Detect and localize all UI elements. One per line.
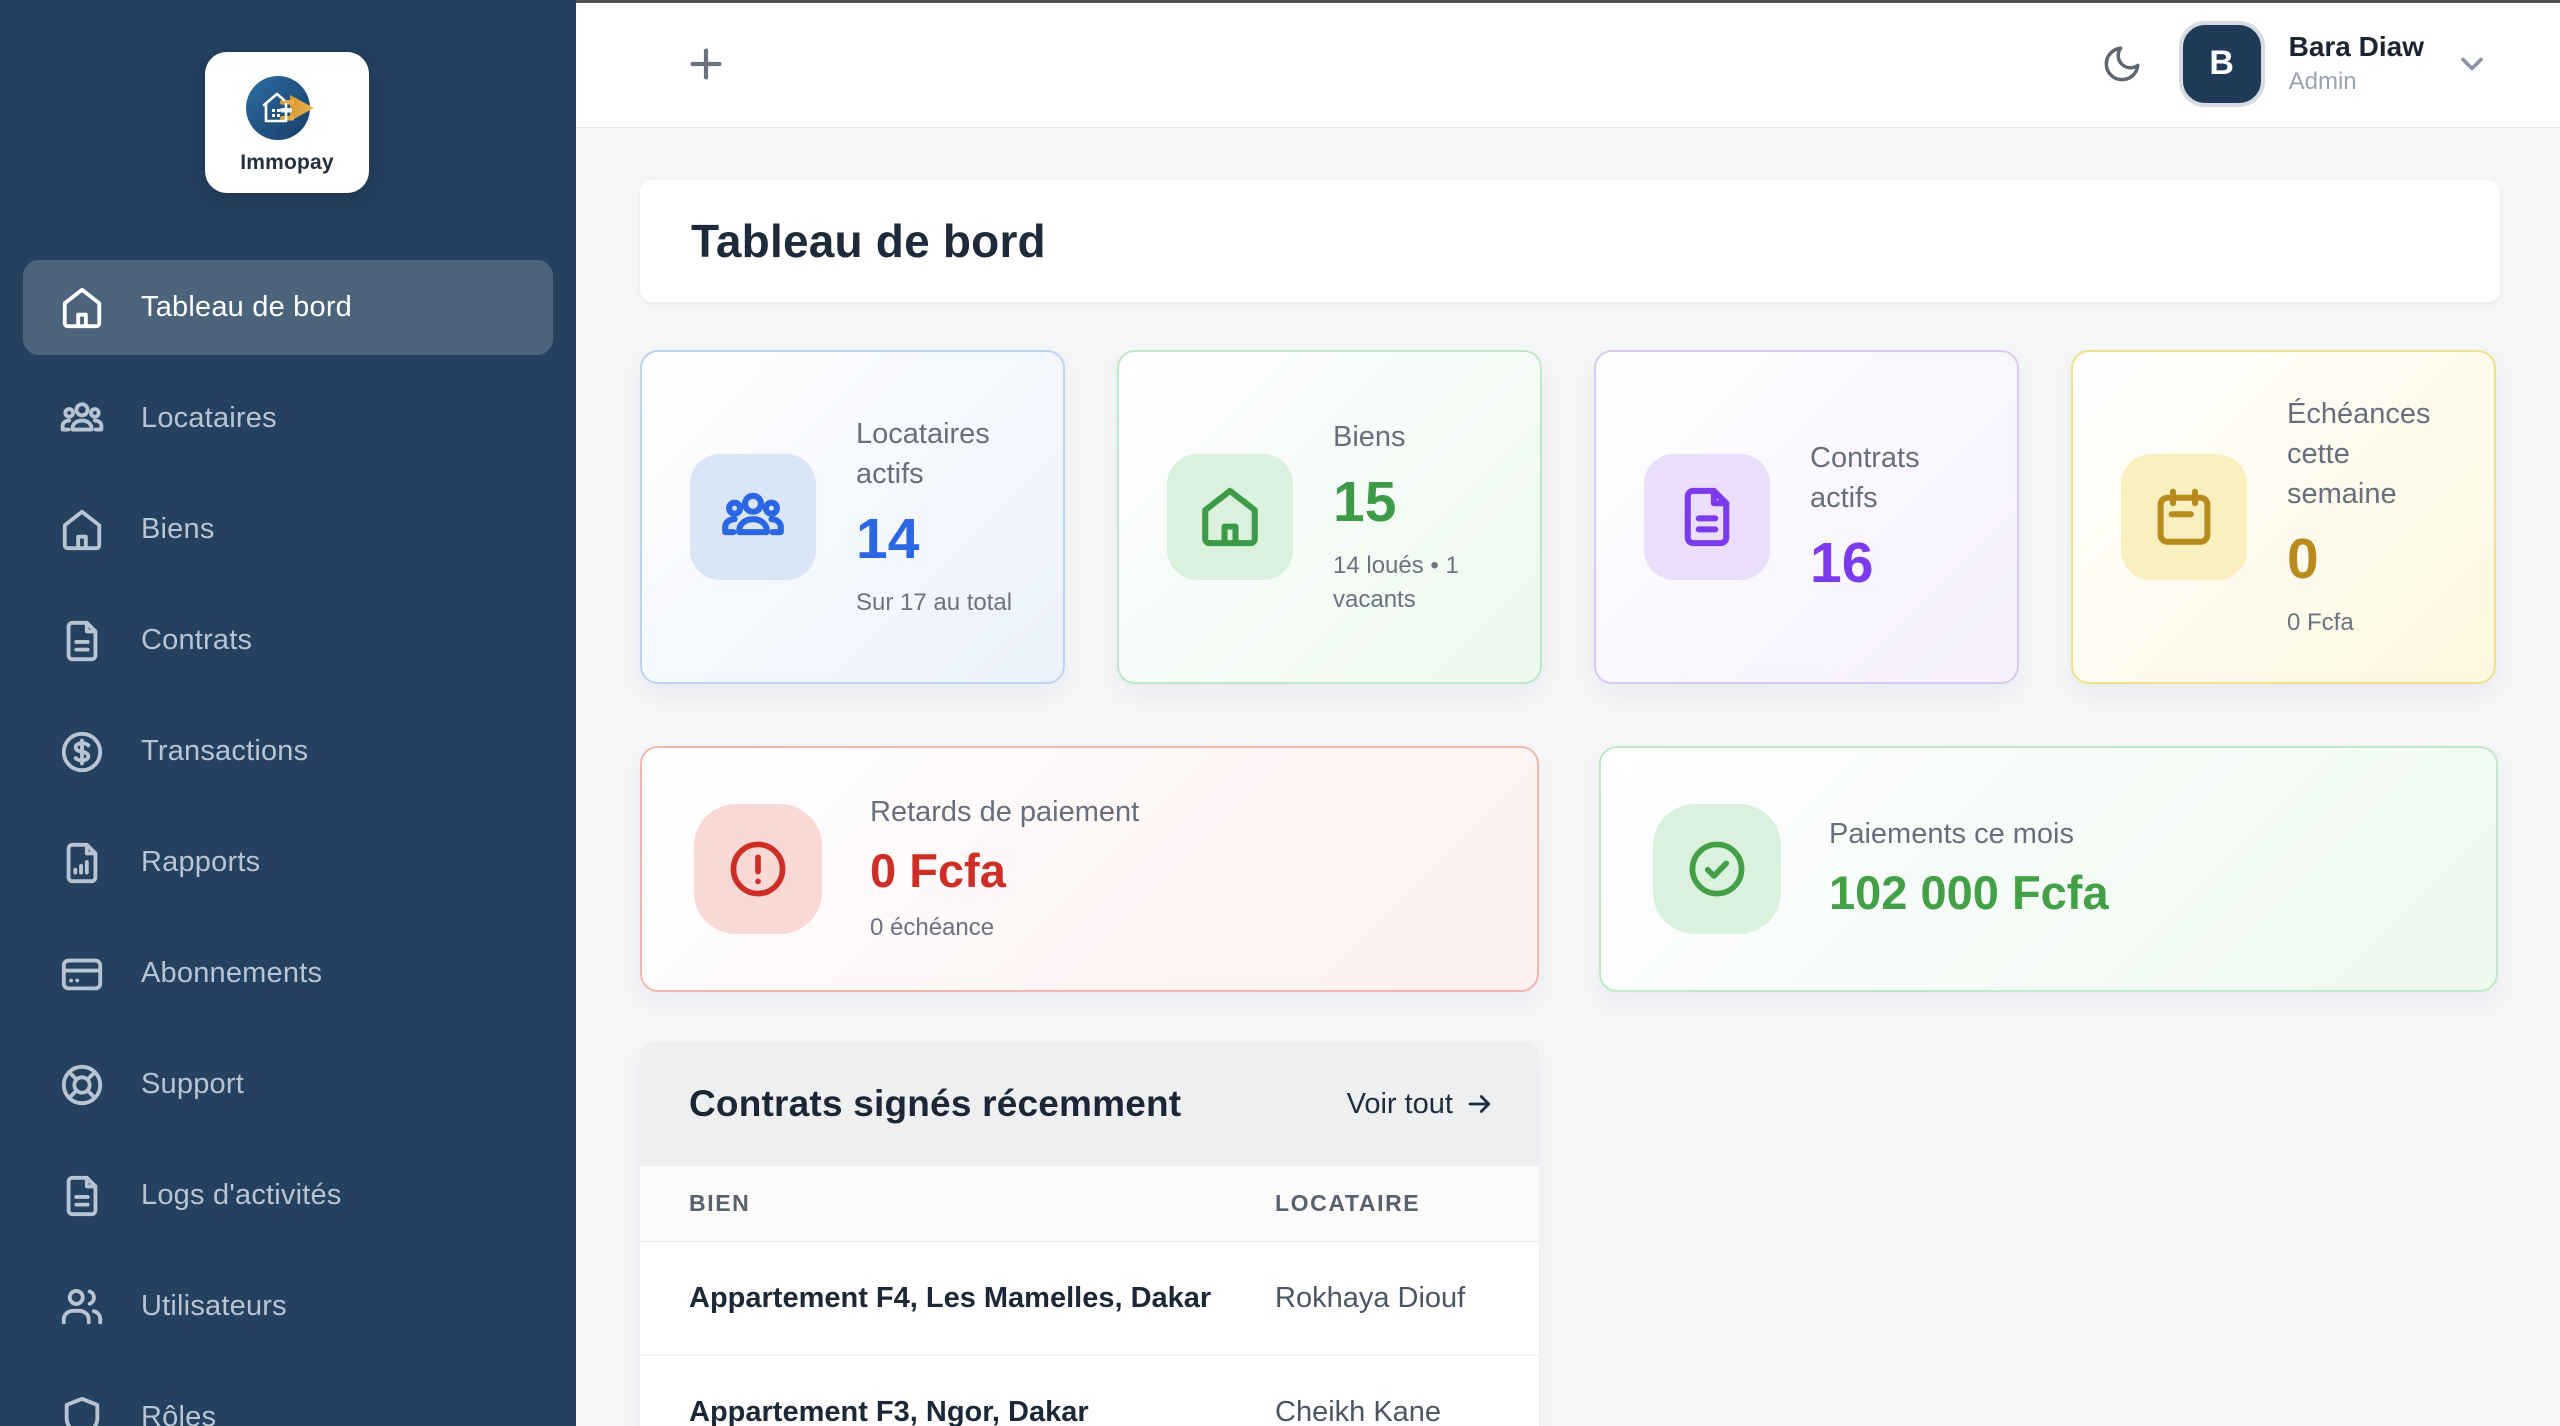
stat-subtitle: 14 loués • 1 vacants <box>1333 552 1459 613</box>
sidebar-item-label: Locataires <box>141 402 277 434</box>
user-role: Admin <box>2288 67 2357 95</box>
contracts-column-header: BIEN LOCATAIRE <box>640 1166 1539 1242</box>
contract-locataire: Rokhaya Diouf <box>1275 1282 1466 1314</box>
recent-contracts-title: Contrats signés récemment <box>689 1083 1182 1124</box>
sidebar-item-label: Utilisateurs <box>141 1290 287 1322</box>
sidebar-item-label: Rôles <box>141 1401 217 1426</box>
contract-locataire: Cheikh Kane <box>1275 1396 1442 1426</box>
home-outline-icon <box>59 507 105 553</box>
sidebar-item-logs-activites[interactable]: Logs d'activités <box>23 1148 553 1243</box>
stat-subtitle: 0 Fcfa <box>2287 609 2354 637</box>
contract-bien: Appartement F4, Les Mamelles, Dakar <box>689 1282 1212 1314</box>
user-menu[interactable]: B Bara Diaw Admin <box>2178 20 2490 107</box>
highlight-value: 0 Fcfa <box>870 844 1006 897</box>
highlight-card-paiements-mois: Paiements ce mois 102 000 Fcfa <box>1599 746 2498 992</box>
home-outline-icon <box>1167 454 1293 580</box>
life-buoy-icon <box>59 1062 105 1108</box>
page-title-card: Tableau de bord <box>640 180 2500 302</box>
sidebar-item-locataires[interactable]: Locataires <box>23 371 553 466</box>
contract-row[interactable]: Appartement F3, Ngor, Dakar Cheikh Kane <box>640 1356 1539 1426</box>
plus-icon <box>690 47 722 80</box>
sidebar: Immopay Tableau de bord Locataires Biens Co… <box>0 0 576 1426</box>
moon-icon <box>2104 46 2140 81</box>
sidebar-item-label: Tableau de bord <box>141 291 352 323</box>
view-all-label: Voir tout <box>1346 1087 1453 1120</box>
sidebar-item-biens[interactable]: Biens <box>23 482 553 577</box>
stat-subtitle: Sur 17 au total <box>856 589 1013 617</box>
column-bien: BIEN <box>689 1190 751 1216</box>
view-all-link[interactable]: Voir tout <box>1347 1088 1495 1121</box>
sidebar-item-label: Support <box>141 1068 244 1100</box>
highlight-value: 102 000 Fcfa <box>1829 866 2109 919</box>
stat-card-echeances-semaine: Échéances cette semaine 0 0 Fcfa <box>2071 350 2496 684</box>
file-text-icon <box>1644 454 1770 580</box>
sidebar-item-label: Contrats <box>141 624 253 656</box>
page-title: Tableau de bord <box>691 215 1046 267</box>
sidebar-item-transactions[interactable]: Transactions <box>23 704 553 799</box>
stat-card-contrats-actifs: Contrats actifs 16 <box>1594 350 2019 684</box>
recent-contracts-header: Contrats signés récemment Voir tout <box>640 1042 1539 1166</box>
chevron-down-icon[interactable] <box>2454 46 2490 82</box>
users-group-icon <box>59 396 105 442</box>
stat-value: 0 <box>2287 527 2319 592</box>
calendar-icon <box>2121 454 2247 580</box>
dollar-circle-icon <box>59 729 105 775</box>
credit-card-icon <box>59 951 105 997</box>
sidebar-item-label: Logs d'activités <box>141 1179 342 1211</box>
sidebar-item-label: Rapports <box>141 846 261 878</box>
avatar[interactable]: B <box>2178 20 2265 107</box>
sidebar-item-abonnements[interactable]: Abonnements <box>23 926 553 1021</box>
stat-title: Biens <box>1333 421 1406 454</box>
sidebar-item-label: Transactions <box>141 735 309 767</box>
column-locataire: LOCATAIRE <box>1275 1190 1421 1216</box>
recent-contracts-card: Contrats signés récemment Voir tout BIEN… <box>640 1042 1539 1426</box>
stat-value: 14 <box>856 507 920 572</box>
stat-card-biens: Biens 15 14 loués • 1 vacants <box>1117 350 1542 684</box>
file-chart-icon <box>59 840 105 886</box>
contracts-rows: Appartement F4, Les Mamelles, Dakar Rokha… <box>640 1242 1539 1426</box>
add-button[interactable] <box>680 38 732 90</box>
highlight-subtitle: 0 échéance <box>870 914 995 941</box>
stat-card-locataires-actifs: Locataires actifs 14 Sur 17 au total <box>640 350 1065 684</box>
highlight-title: Paiements ce mois <box>1829 818 2074 850</box>
users-group-icon <box>690 454 816 580</box>
app-logo[interactable]: Immopay <box>205 52 369 193</box>
file-text-icon <box>59 1173 105 1219</box>
sidebar-nav: Tableau de bord Locataires Biens Contrats Tr… <box>0 260 576 1426</box>
contract-row[interactable]: Appartement F4, Les Mamelles, Dakar Rokha… <box>640 1242 1539 1356</box>
file-text-icon <box>59 618 105 664</box>
sidebar-item-contrats[interactable]: Contrats <box>23 593 553 688</box>
stat-title: Locataires actifs <box>856 418 990 491</box>
shield-icon <box>59 1395 105 1426</box>
sidebar-item-roles[interactable]: Rôles <box>23 1370 553 1426</box>
sidebar-item-rapports[interactable]: Rapports <box>23 815 553 910</box>
dark-mode-toggle[interactable] <box>2099 41 2145 87</box>
stat-title: Contrats actifs <box>1810 441 1920 514</box>
check-circle-icon <box>1653 804 1781 934</box>
highlight-cards: Retards de paiement 0 Fcfa 0 échéance Paiem… <box>640 746 2498 992</box>
highlight-title: Retards de paiement <box>870 796 1140 828</box>
home-icon <box>59 285 105 331</box>
sidebar-item-tableau-de-bord[interactable]: Tableau de bord <box>23 260 553 355</box>
stat-title: Échéances cette semaine <box>2287 398 2431 511</box>
immopay-logo-icon <box>246 75 314 140</box>
contract-bien: Appartement F3, Ngor, Dakar <box>689 1396 1089 1426</box>
alert-circle-icon <box>694 804 822 934</box>
sidebar-item-support[interactable]: Support <box>23 1037 553 1132</box>
sidebar-item-label: Abonnements <box>141 957 323 989</box>
window-top-edge <box>0 0 2560 3</box>
main-content: Tableau de bord Locataires actifs 14 Sur 1… <box>576 128 2560 1426</box>
sidebar-item-label: Biens <box>141 513 215 545</box>
stats-grid: Locataires actifs 14 Sur 17 au total Biens 1… <box>640 350 2496 684</box>
users-icon <box>59 1284 105 1330</box>
stat-value: 16 <box>1810 531 1874 596</box>
topbar: B Bara Diaw Admin <box>576 0 2560 128</box>
user-name: Bara Diaw <box>2288 31 2424 63</box>
arrow-right-icon <box>1468 1095 1491 1113</box>
highlight-card-retards-paiement: Retards de paiement 0 Fcfa 0 échéance <box>640 746 1539 992</box>
sidebar-item-utilisateurs[interactable]: Utilisateurs <box>23 1259 553 1354</box>
app-name: Immopay <box>240 150 334 174</box>
stat-value: 15 <box>1333 470 1397 535</box>
